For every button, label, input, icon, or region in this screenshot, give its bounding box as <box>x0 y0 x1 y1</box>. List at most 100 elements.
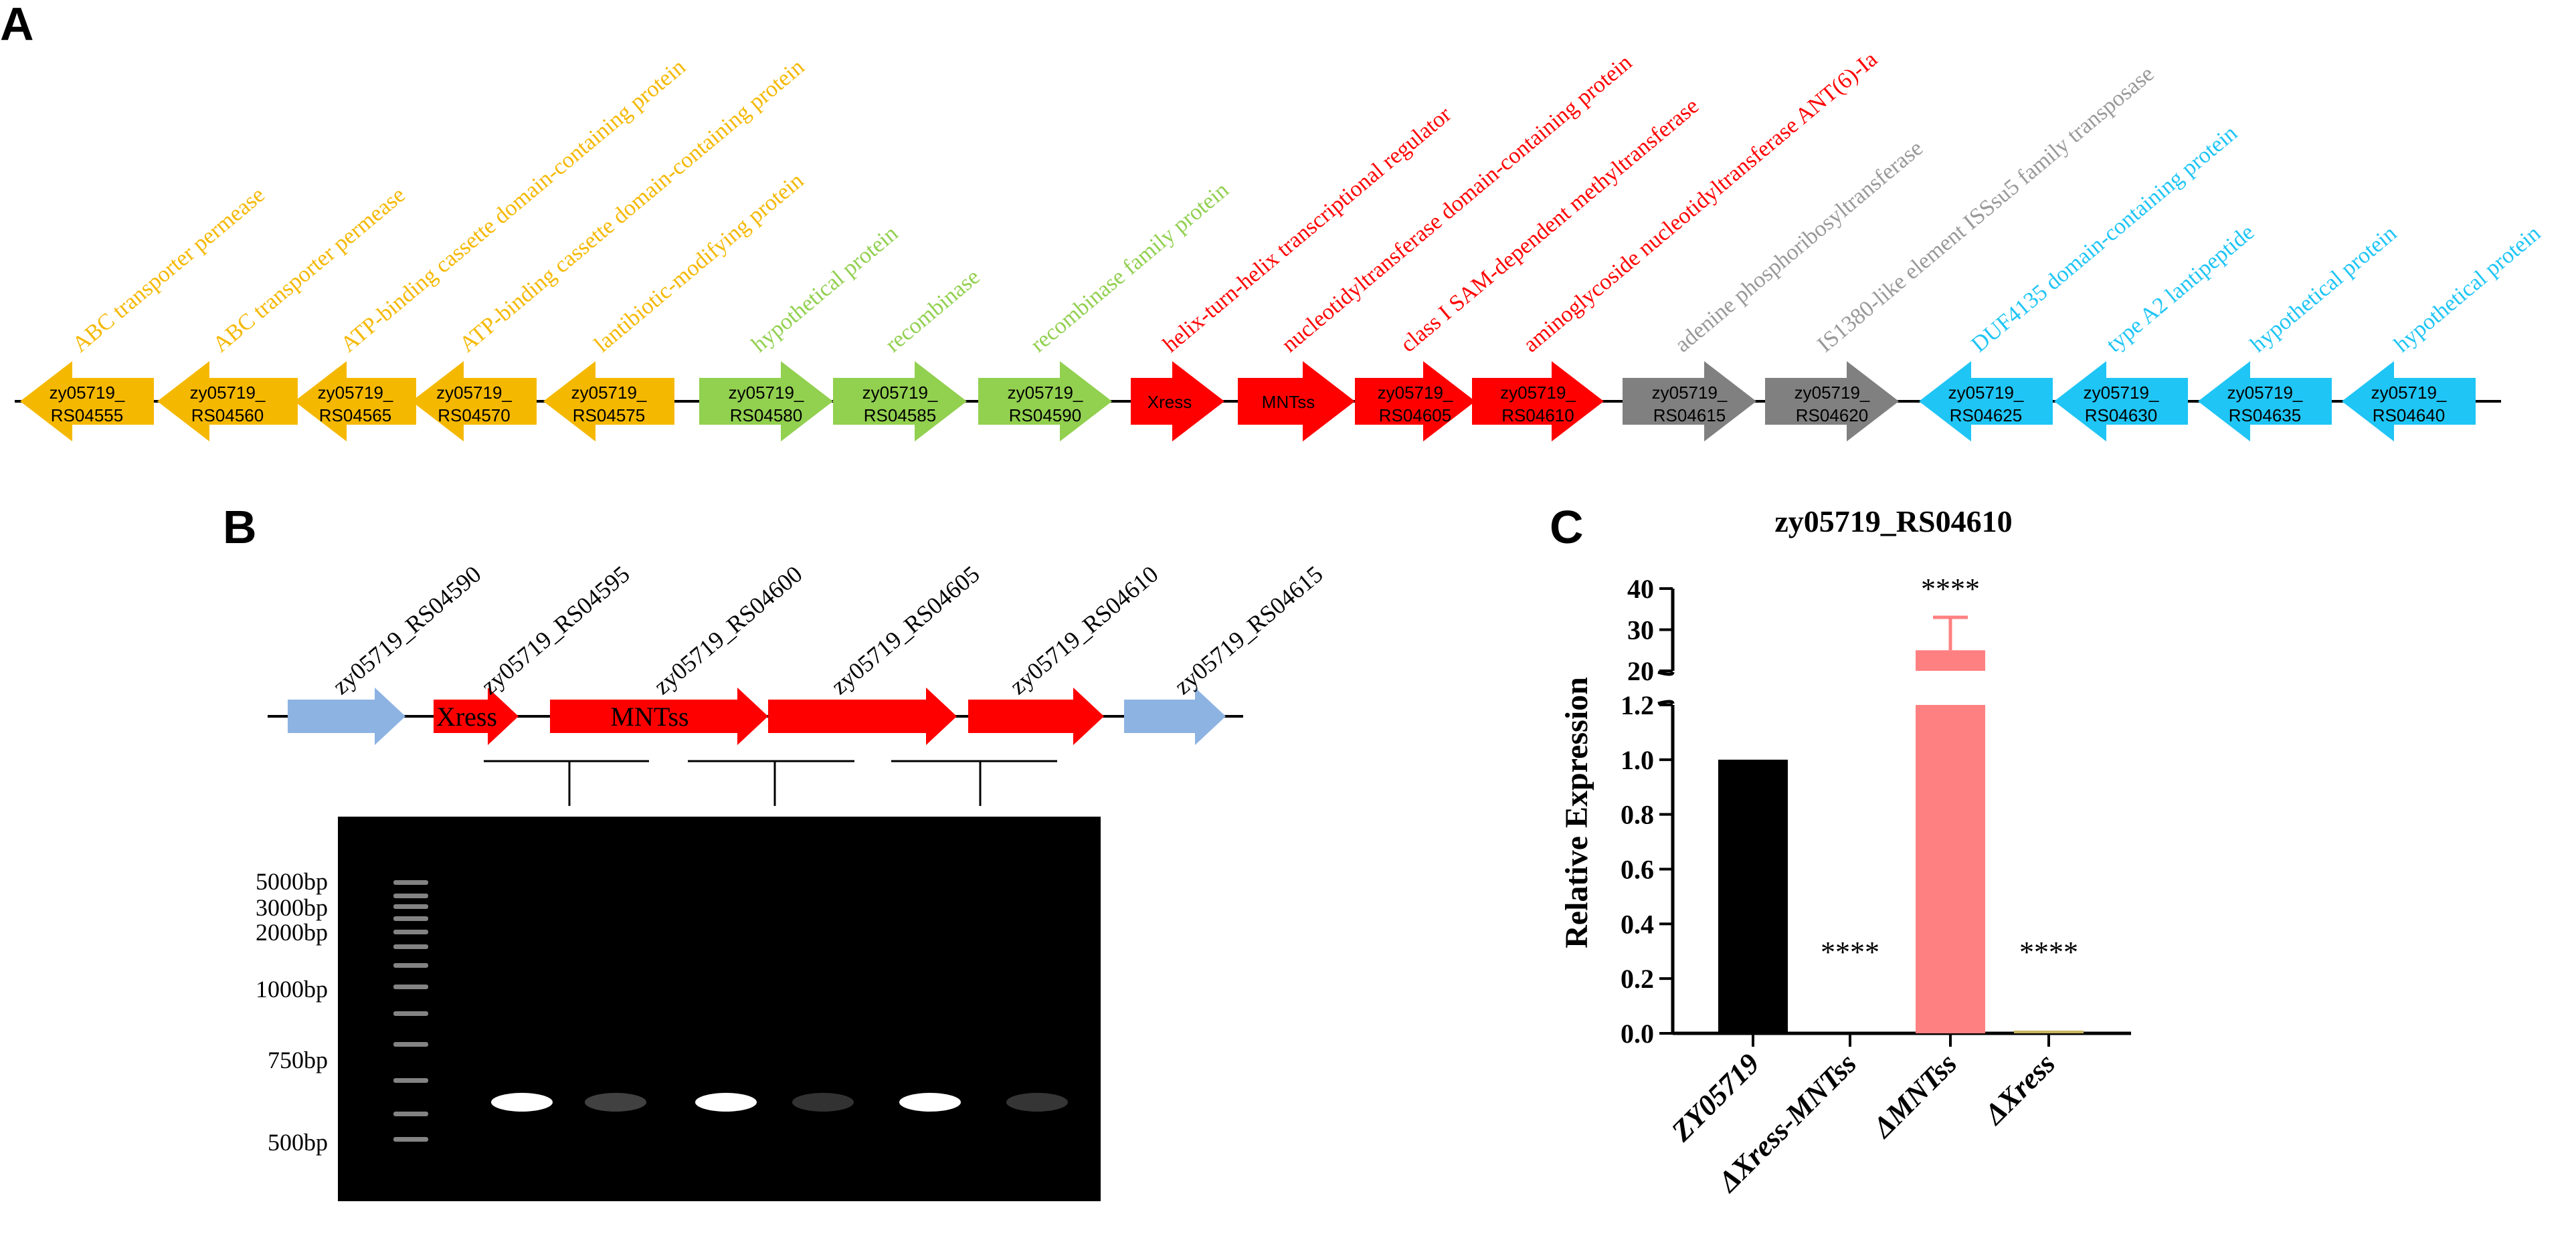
gene-label-line2: RS04635 <box>2229 405 2301 425</box>
gel-band <box>585 1093 646 1112</box>
gene-arrow-shape <box>768 688 957 745</box>
panel-b-letter: B <box>223 501 257 553</box>
gene-arrow-shape <box>20 361 154 441</box>
ladder-rung <box>393 1011 428 1016</box>
ladder-rung <box>393 985 428 989</box>
bar <box>1718 759 1788 1033</box>
ladder-label: 5000bp <box>256 868 328 895</box>
gene-label-line1: zy05719_ <box>2227 383 2303 403</box>
operon-b-gene-name: zy05719_RS04605 <box>826 560 984 700</box>
y-axis-label: Relative Expression <box>1559 677 1594 948</box>
gene-label-line1: zy05719_ <box>2084 383 2159 403</box>
gene-label-line1: zy05719_ <box>729 383 804 403</box>
ladder-label: 1000bp <box>256 976 328 1003</box>
gene-arrow-shape <box>288 688 405 745</box>
gene-arrow-shape <box>550 688 768 745</box>
axis-break-mark <box>1657 700 1675 706</box>
gene-arrow-shape <box>699 361 833 441</box>
ladder-rung <box>393 894 428 898</box>
panel-c: C zy05719_RS04610 Relative Expression 0.0 0… <box>1550 501 2131 1199</box>
y-tick-label: 0.8 <box>1621 800 1654 830</box>
gene-label-line1: zy05719_ <box>190 383 266 403</box>
ladder-label: 3000bp <box>256 894 328 921</box>
x-tick-label: ZY05719 <box>1665 1047 1766 1148</box>
gene-label-line1: zy05719_ <box>1378 383 1453 403</box>
ladder-label: 750bp <box>268 1047 328 1073</box>
gene-label-line2: RS04630 <box>2085 405 2157 425</box>
gene-arrow-shape <box>833 361 967 441</box>
gene-arrow-shape <box>411 361 537 441</box>
y-tick-label: 1.0 <box>1621 745 1654 775</box>
gene-annotation: DUF4135 domain-containing protein <box>1966 120 2242 357</box>
gene-label-line1: zy05719_ <box>436 383 512 403</box>
gene-label-line2: RS04590 <box>1009 405 1081 425</box>
operon-b-gene-name: zy05719_RS04610 <box>1004 560 1163 700</box>
chart-title: zy05719_RS04610 <box>1774 504 2012 538</box>
gene-arrow-shape <box>1238 361 1355 441</box>
gene-label-line1: zy05719_ <box>318 383 393 403</box>
y-tick-label: 0.2 <box>1621 964 1654 994</box>
ladder-rung <box>393 944 428 949</box>
gene-label-line2: RS04610 <box>1501 405 1574 425</box>
pcr-brackets <box>484 760 1057 806</box>
y-tick-label: 30 <box>1627 615 1654 645</box>
significance-marker: **** <box>2019 936 2078 968</box>
gene-arrow-shape <box>1124 688 1226 745</box>
gene-label-line1: zy05719_ <box>1652 383 1728 403</box>
x-tick-label: ΔXress <box>1977 1047 2061 1131</box>
gene-label: MNTss <box>1262 392 1315 412</box>
gene-label-line1: zy05719_ <box>50 383 125 403</box>
gene-label-line2: RS04620 <box>1796 405 1868 425</box>
ladder-label: 500bp <box>268 1129 328 1156</box>
operon-b-gene-name: zy05719_RS04600 <box>648 560 807 700</box>
b-xress: Xress <box>434 688 519 745</box>
gene-arrow-shape <box>1472 361 1604 441</box>
y-tick-label: 0.4 <box>1621 909 1654 939</box>
gel-band <box>1006 1093 1068 1112</box>
gene-arrow-shape <box>1765 361 1899 441</box>
gene-label-line1: zy05719_ <box>1795 383 1870 403</box>
operon-b: Xress MNTss zy05719_RS04590zy05719_RS04595… <box>288 560 1328 745</box>
ladder-rung <box>393 963 428 968</box>
b-mntss: MNTss <box>550 688 768 745</box>
gene-label-line1: zy05719_ <box>571 383 647 403</box>
ladder-rung <box>393 880 428 885</box>
gene-annotation: hypothetical protein <box>747 221 903 357</box>
bar <box>2014 1030 2084 1033</box>
gene-label: MNTss <box>610 702 688 732</box>
gene-label-line2: RS04585 <box>864 405 936 425</box>
gene-annotation: adenine phosphoribosyltransferase <box>1670 136 1928 357</box>
gene-label: Xress <box>436 702 497 732</box>
ladder-rung <box>393 904 428 909</box>
gene-arrow-shape <box>294 361 416 441</box>
gene-arrow-shape <box>434 688 519 745</box>
gene-annotation: hypothetical protein <box>2389 221 2545 357</box>
gene-label-line2: RS04560 <box>191 405 264 425</box>
bar-chart: zy05719_RS04610 Relative Expression 0.0 0.2… <box>1559 504 2131 1199</box>
gene-label: Xress <box>1147 392 1192 412</box>
gene-arrow-shape <box>968 688 1104 745</box>
gene-arrow-shape <box>1623 361 1756 441</box>
significance-marker: **** <box>1821 936 1879 968</box>
gene-arrow-shape <box>978 361 1112 441</box>
gene-label-line2: RS04615 <box>1653 405 1726 425</box>
gene-arrow-shape <box>2198 361 2332 441</box>
y-tick-label: 1.2 <box>1621 690 1654 720</box>
gene-label-line2: RS04580 <box>730 405 802 425</box>
gene-arrow-shape <box>2342 361 2476 441</box>
bar <box>1916 705 1985 1033</box>
y-tick-label: 0.6 <box>1621 855 1654 885</box>
ladder-rung <box>393 1078 428 1083</box>
ladder-rung <box>393 1137 428 1142</box>
gene-label-line1: zy05719_ <box>2371 383 2447 403</box>
operon-b-gene-name: zy05719_RS04615 <box>1169 560 1327 700</box>
y-tick-label: 0.0 <box>1621 1019 1654 1049</box>
gene-arrow-rs04585: zy05719_RS04585 recombinase <box>833 264 985 441</box>
ladder-label: 2000bp <box>256 919 328 946</box>
ladder-rung <box>393 1042 428 1047</box>
panel-a-letter: A <box>0 0 34 50</box>
